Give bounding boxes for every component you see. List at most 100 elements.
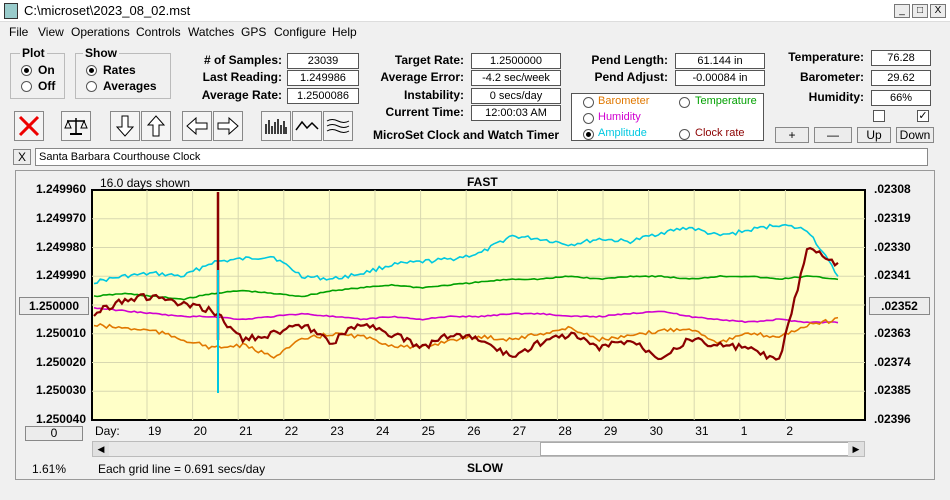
- x-tick-label: 30: [649, 424, 663, 438]
- y-tick-label: 1.250020: [35, 354, 86, 369]
- menu-controls[interactable]: Controls: [136, 25, 181, 39]
- menu-operations[interactable]: Operations: [71, 25, 130, 39]
- right-tick-label: .02341: [874, 268, 911, 283]
- x-tick-label: 20: [193, 424, 207, 438]
- x-tick-label: 26: [467, 424, 481, 438]
- current-time-label: Current Time:: [385, 105, 464, 119]
- y-tick-label: 1.249970: [35, 210, 86, 225]
- y-tick-label: 1.250040: [35, 412, 86, 426]
- plus-button[interactable]: +: [775, 127, 809, 143]
- minimize-button[interactable]: _: [894, 4, 910, 18]
- show-rates-radio[interactable]: [86, 65, 97, 76]
- menu-gps[interactable]: GPS: [241, 25, 267, 39]
- calibrate-button[interactable]: [61, 111, 91, 141]
- barometer-option: Barometer: [598, 95, 650, 107]
- right-tick-label: .02385: [874, 383, 911, 398]
- show-group: [75, 53, 171, 99]
- x-tick-label: 24: [376, 424, 390, 438]
- samples-label: # of Samples:: [203, 53, 282, 67]
- plot-off-label: Off: [38, 79, 56, 93]
- x-tick-label: 19: [148, 424, 162, 438]
- chart-series: [93, 192, 839, 393]
- right-tick-label: .02308: [874, 182, 911, 196]
- wave-icon: [295, 120, 319, 131]
- time-scrollbar[interactable]: ◀ ▶: [92, 441, 865, 457]
- histogram-icon: [265, 119, 287, 134]
- barometer-radio[interactable]: [583, 97, 594, 108]
- up-button[interactable]: Up: [857, 127, 891, 143]
- histogram-button[interactable]: [261, 111, 291, 141]
- clockrate-option: Clock rate: [695, 127, 745, 139]
- y-tick-label: 1.249980: [35, 239, 86, 254]
- right-tick-label: .02319: [874, 210, 911, 225]
- pend-length-label: Pend Length:: [591, 53, 668, 67]
- plot-on-radio[interactable]: [21, 65, 32, 76]
- slow-label: SLOW: [467, 461, 503, 475]
- pend-adjust-value: -0.00084 in: [675, 70, 765, 86]
- down-arrow-button[interactable]: [110, 111, 140, 141]
- x-tick-label: 31: [695, 424, 709, 438]
- humidity-label: Humidity:: [808, 90, 864, 104]
- y-tick-label: 1.250010: [35, 325, 86, 340]
- menu-watches[interactable]: Watches: [188, 25, 235, 39]
- menu-configure[interactable]: Configure: [274, 25, 327, 39]
- y-tick-label: 1.249960: [35, 182, 86, 196]
- down-button[interactable]: Down: [896, 127, 934, 143]
- clockrate-radio[interactable]: [679, 129, 690, 140]
- temperature-radio[interactable]: [679, 97, 690, 108]
- left-checkbox[interactable]: [873, 110, 885, 122]
- scale-icon: [64, 118, 88, 135]
- humidity-radio[interactable]: [583, 113, 594, 124]
- pend-adjust-label: Pend Adjust:: [594, 70, 668, 84]
- temperature-value: 76.28: [871, 50, 931, 66]
- stop-button[interactable]: [14, 111, 44, 141]
- maximize-button[interactable]: □: [912, 4, 928, 18]
- menu-help[interactable]: Help: [332, 25, 357, 39]
- x-tick-label: 25: [421, 424, 435, 438]
- scroll-right-arrow-icon[interactable]: ▶: [848, 442, 864, 456]
- clock-name-field[interactable]: Santa Barbara Courthouse Clock: [35, 148, 928, 166]
- menu-file[interactable]: File: [9, 25, 29, 39]
- x-tick-label: 29: [604, 424, 618, 438]
- last-reading-value: 1.249986: [287, 70, 359, 86]
- right-tick-label: .02396: [874, 412, 911, 426]
- x-tick-label: 1: [740, 424, 748, 438]
- menu-view[interactable]: View: [38, 25, 64, 39]
- target-rate-value: 1.2500000: [471, 53, 561, 69]
- day-axis-label: Day:: [95, 424, 120, 438]
- title-bar: C:\microset\2023_08_02.mst _ □ X: [0, 0, 950, 22]
- humidity-value: 66%: [871, 90, 931, 106]
- plot-off-radio[interactable]: [21, 81, 32, 92]
- multi-wave-button[interactable]: [323, 111, 353, 141]
- up-arrow-button[interactable]: [141, 111, 171, 141]
- right-arrow-button[interactable]: [213, 111, 243, 141]
- grid-note-label: Each grid line = 0.691 secs/day: [98, 462, 266, 476]
- zero-button[interactable]: 0: [25, 426, 83, 441]
- right-checkbox[interactable]: ✓: [917, 110, 929, 122]
- window-title: C:\microset\2023_08_02.mst: [24, 3, 191, 18]
- wave-button[interactable]: [292, 111, 322, 141]
- scroll-left-arrow-icon[interactable]: ◀: [93, 442, 109, 456]
- right-center-button[interactable]: .02352: [869, 297, 930, 315]
- app-caption: MicroSet Clock and Watch Timer: [373, 128, 560, 142]
- show-averages-label: Averages: [103, 79, 157, 93]
- x-tick-label: 23: [330, 424, 344, 438]
- barometer-label: Barometer:: [799, 70, 864, 84]
- clear-name-button[interactable]: X: [13, 149, 31, 165]
- minus-button[interactable]: —: [814, 127, 852, 143]
- y-center-button[interactable]: 1.250000: [19, 297, 89, 315]
- close-button[interactable]: X: [930, 4, 946, 18]
- x-tick-label: 22: [284, 424, 299, 438]
- amplitude-option: Amplitude: [598, 127, 647, 139]
- x-tick-label: 21: [239, 424, 253, 438]
- instability-label: Instability:: [403, 88, 464, 102]
- amplitude-radio[interactable]: [583, 129, 594, 140]
- humidity-option: Humidity: [598, 111, 641, 123]
- fast-label: FAST: [467, 175, 498, 189]
- scroll-thumb[interactable]: [540, 442, 850, 456]
- down-arrow-icon: [115, 115, 135, 137]
- show-averages-radio[interactable]: [86, 81, 97, 92]
- right-tick-label: .02374: [874, 354, 911, 369]
- left-arrow-button[interactable]: [182, 111, 212, 141]
